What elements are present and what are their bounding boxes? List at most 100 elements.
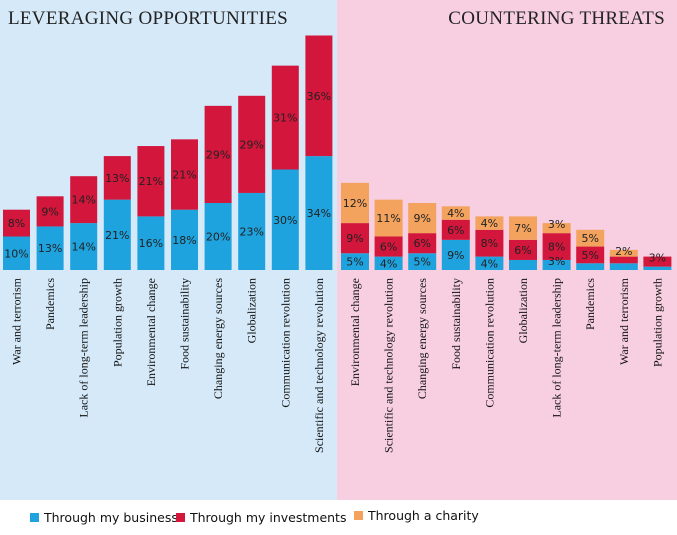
bar-threats-charity-7: [542, 223, 571, 234]
bar-opportunities-investments-2: [36, 196, 64, 227]
bar-threats-investments-7: [542, 233, 571, 260]
legend-label-investments: Through my investments: [190, 510, 347, 525]
bar-threats-charity-9: [609, 249, 638, 257]
bar-label-threats-business-4: 9%: [447, 249, 464, 262]
bar-threats-investments-8: [576, 246, 605, 264]
category-label-opportunities-1: War and terrorism: [10, 277, 24, 365]
bar-label-threats-charity-5: 4%: [481, 217, 498, 230]
bar-label-threats-business-2: 4%: [380, 257, 397, 270]
category-label-opportunities-9: Communication revolution: [278, 278, 292, 408]
legend-label-business: Through my business: [44, 510, 178, 525]
bar-opportunities-investments-7: [204, 105, 232, 203]
category-label-opportunities-5: Environmental change: [144, 278, 158, 386]
legend-label-charity: Through a charity: [368, 508, 479, 523]
bar-label-threats-charity-4: 4%: [447, 207, 464, 220]
legend-swatch-business: [30, 513, 39, 522]
bar-opportunities-business-3: [70, 223, 98, 270]
bar-label-threats-business-7: 3%: [548, 255, 565, 268]
bar-opportunities-business-6: [171, 209, 198, 270]
bar-label-threats-charity-2: 11%: [376, 212, 400, 225]
bar-label-opportunities-investments-7: 29%: [206, 148, 230, 161]
bar-threats-charity-2: [374, 199, 403, 237]
bar-opportunities-business-4: [103, 199, 131, 270]
bar-label-threats-business-1: 5%: [346, 256, 363, 269]
bar-labels-layer: 10% 8% 13% 9% 14% 14% 21% 13% 16% 21% 18% 21% 20% 29%…: [4, 90, 666, 270]
bar-threats-business-8: [576, 263, 605, 270]
category-label-threats-6: Globalization: [516, 278, 530, 343]
bar-label-opportunities-investments-2: 9%: [41, 205, 58, 218]
bar-threats-business-9: [609, 263, 638, 270]
bar-opportunities-investments-1: [3, 209, 30, 237]
bar-label-threats-charity-9: 2%: [615, 245, 632, 258]
legend-swatch-charity: [354, 511, 363, 520]
bar-label-opportunities-business-4: 21%: [105, 229, 129, 242]
bar-opportunities-business-7: [204, 203, 232, 270]
bar-label-threats-business-5: 4%: [481, 257, 498, 270]
bar-label-threats-charity-7: 3%: [548, 218, 565, 231]
bar-threats-business-1: [341, 253, 369, 270]
category-label-opportunities-2: Pandemics: [43, 278, 57, 330]
bar-label-threats-investments-7: 8%: [548, 241, 565, 254]
bar-label-threats-charity-8: 5%: [581, 232, 598, 245]
bar-label-opportunities-business-7: 20%: [206, 231, 230, 244]
bar-threats-business-6: [509, 259, 537, 270]
bar-opportunities-business-10: [305, 156, 333, 270]
right-section-title: COUNTERING THREATS: [448, 8, 665, 29]
bar-label-threats-charity-6: 7%: [514, 222, 531, 235]
category-label-threats-2: Scientific and technology revolution: [382, 278, 396, 453]
category-label-threats-7: Lack of long-term leadership: [550, 278, 564, 418]
bar-opportunities-investments-3: [70, 176, 98, 224]
bar-label-opportunities-business-1: 10%: [4, 247, 28, 260]
category-label-opportunities-8: Globalization: [245, 278, 259, 343]
bar-label-opportunities-investments-9: 31%: [273, 112, 297, 125]
bar-label-opportunities-business-2: 13%: [38, 242, 62, 255]
category-labels-layer: War and terrorism Pandemics Lack of long-t…: [10, 277, 665, 453]
bar-label-threats-investments-1: 9%: [346, 232, 363, 245]
bar-opportunities-investments-8: [238, 95, 266, 193]
bar-threats-investments-1: [341, 223, 369, 254]
left-section-title: LEVERAGING OPPORTUNITIES: [8, 8, 288, 29]
bar-label-opportunities-investments-3: 14%: [71, 194, 95, 207]
bar-label-opportunities-business-5: 16%: [139, 237, 163, 250]
bar-opportunities-business-5: [137, 216, 165, 270]
legend-item-investments: Through my investments: [176, 510, 346, 525]
bar-threats-charity-1: [341, 182, 369, 224]
bar-threats-investments-6: [509, 239, 537, 260]
bar-threats-business-10: [643, 266, 672, 270]
legend-item-business: Through my business: [30, 510, 178, 525]
legend: Through my business Through my investmen…: [0, 508, 677, 535]
category-label-threats-8: Pandemics: [583, 278, 597, 330]
category-label-threats-4: Food sustainability: [449, 278, 463, 370]
bar-label-opportunities-investments-4: 13%: [105, 172, 129, 185]
bar-threats-charity-3: [408, 203, 437, 234]
bar-label-threats-investments-4: 6%: [447, 224, 464, 237]
bar-label-threats-investments-3: 6%: [413, 237, 430, 250]
bar-label-threats-investments-6: 6%: [514, 244, 531, 257]
bar-label-threats-investments-10: 3%: [649, 252, 666, 265]
category-label-opportunities-7: Changing energy sources: [211, 278, 225, 399]
legend-swatch-investments: [176, 513, 185, 522]
bar-label-threats-investments-8: 5%: [581, 249, 598, 262]
bar-label-threats-charity-3: 9%: [413, 212, 430, 225]
bar-threats-charity-4: [441, 206, 470, 220]
category-label-threats-5: Communication revolution: [482, 278, 496, 408]
bar-label-opportunities-business-10: 34%: [307, 207, 331, 220]
bar-label-opportunities-investments-8: 29%: [239, 138, 263, 151]
bar-label-threats-charity-1: 12%: [343, 197, 367, 210]
bar-threats-investments-5: [475, 229, 504, 257]
bar-threats-charity-6: [509, 216, 537, 240]
bar-opportunities-investments-9: [271, 65, 299, 170]
category-label-threats-10: Population growth: [650, 278, 664, 367]
bars-layer: [3, 35, 672, 270]
bar-opportunities-business-1: [3, 236, 30, 270]
bar-label-opportunities-business-9: 30%: [273, 214, 297, 227]
bar-threats-business-2: [374, 256, 403, 270]
bar-opportunities-business-2: [36, 226, 64, 270]
category-label-threats-1: Environmental change: [348, 278, 362, 386]
bar-label-opportunities-investments-6: 21%: [172, 169, 196, 182]
bar-label-opportunities-business-6: 18%: [172, 234, 196, 247]
bar-opportunities-business-9: [271, 169, 299, 270]
bar-label-threats-business-3: 5%: [413, 256, 430, 269]
category-label-opportunities-10: Scientific and technology revolution: [312, 278, 326, 453]
